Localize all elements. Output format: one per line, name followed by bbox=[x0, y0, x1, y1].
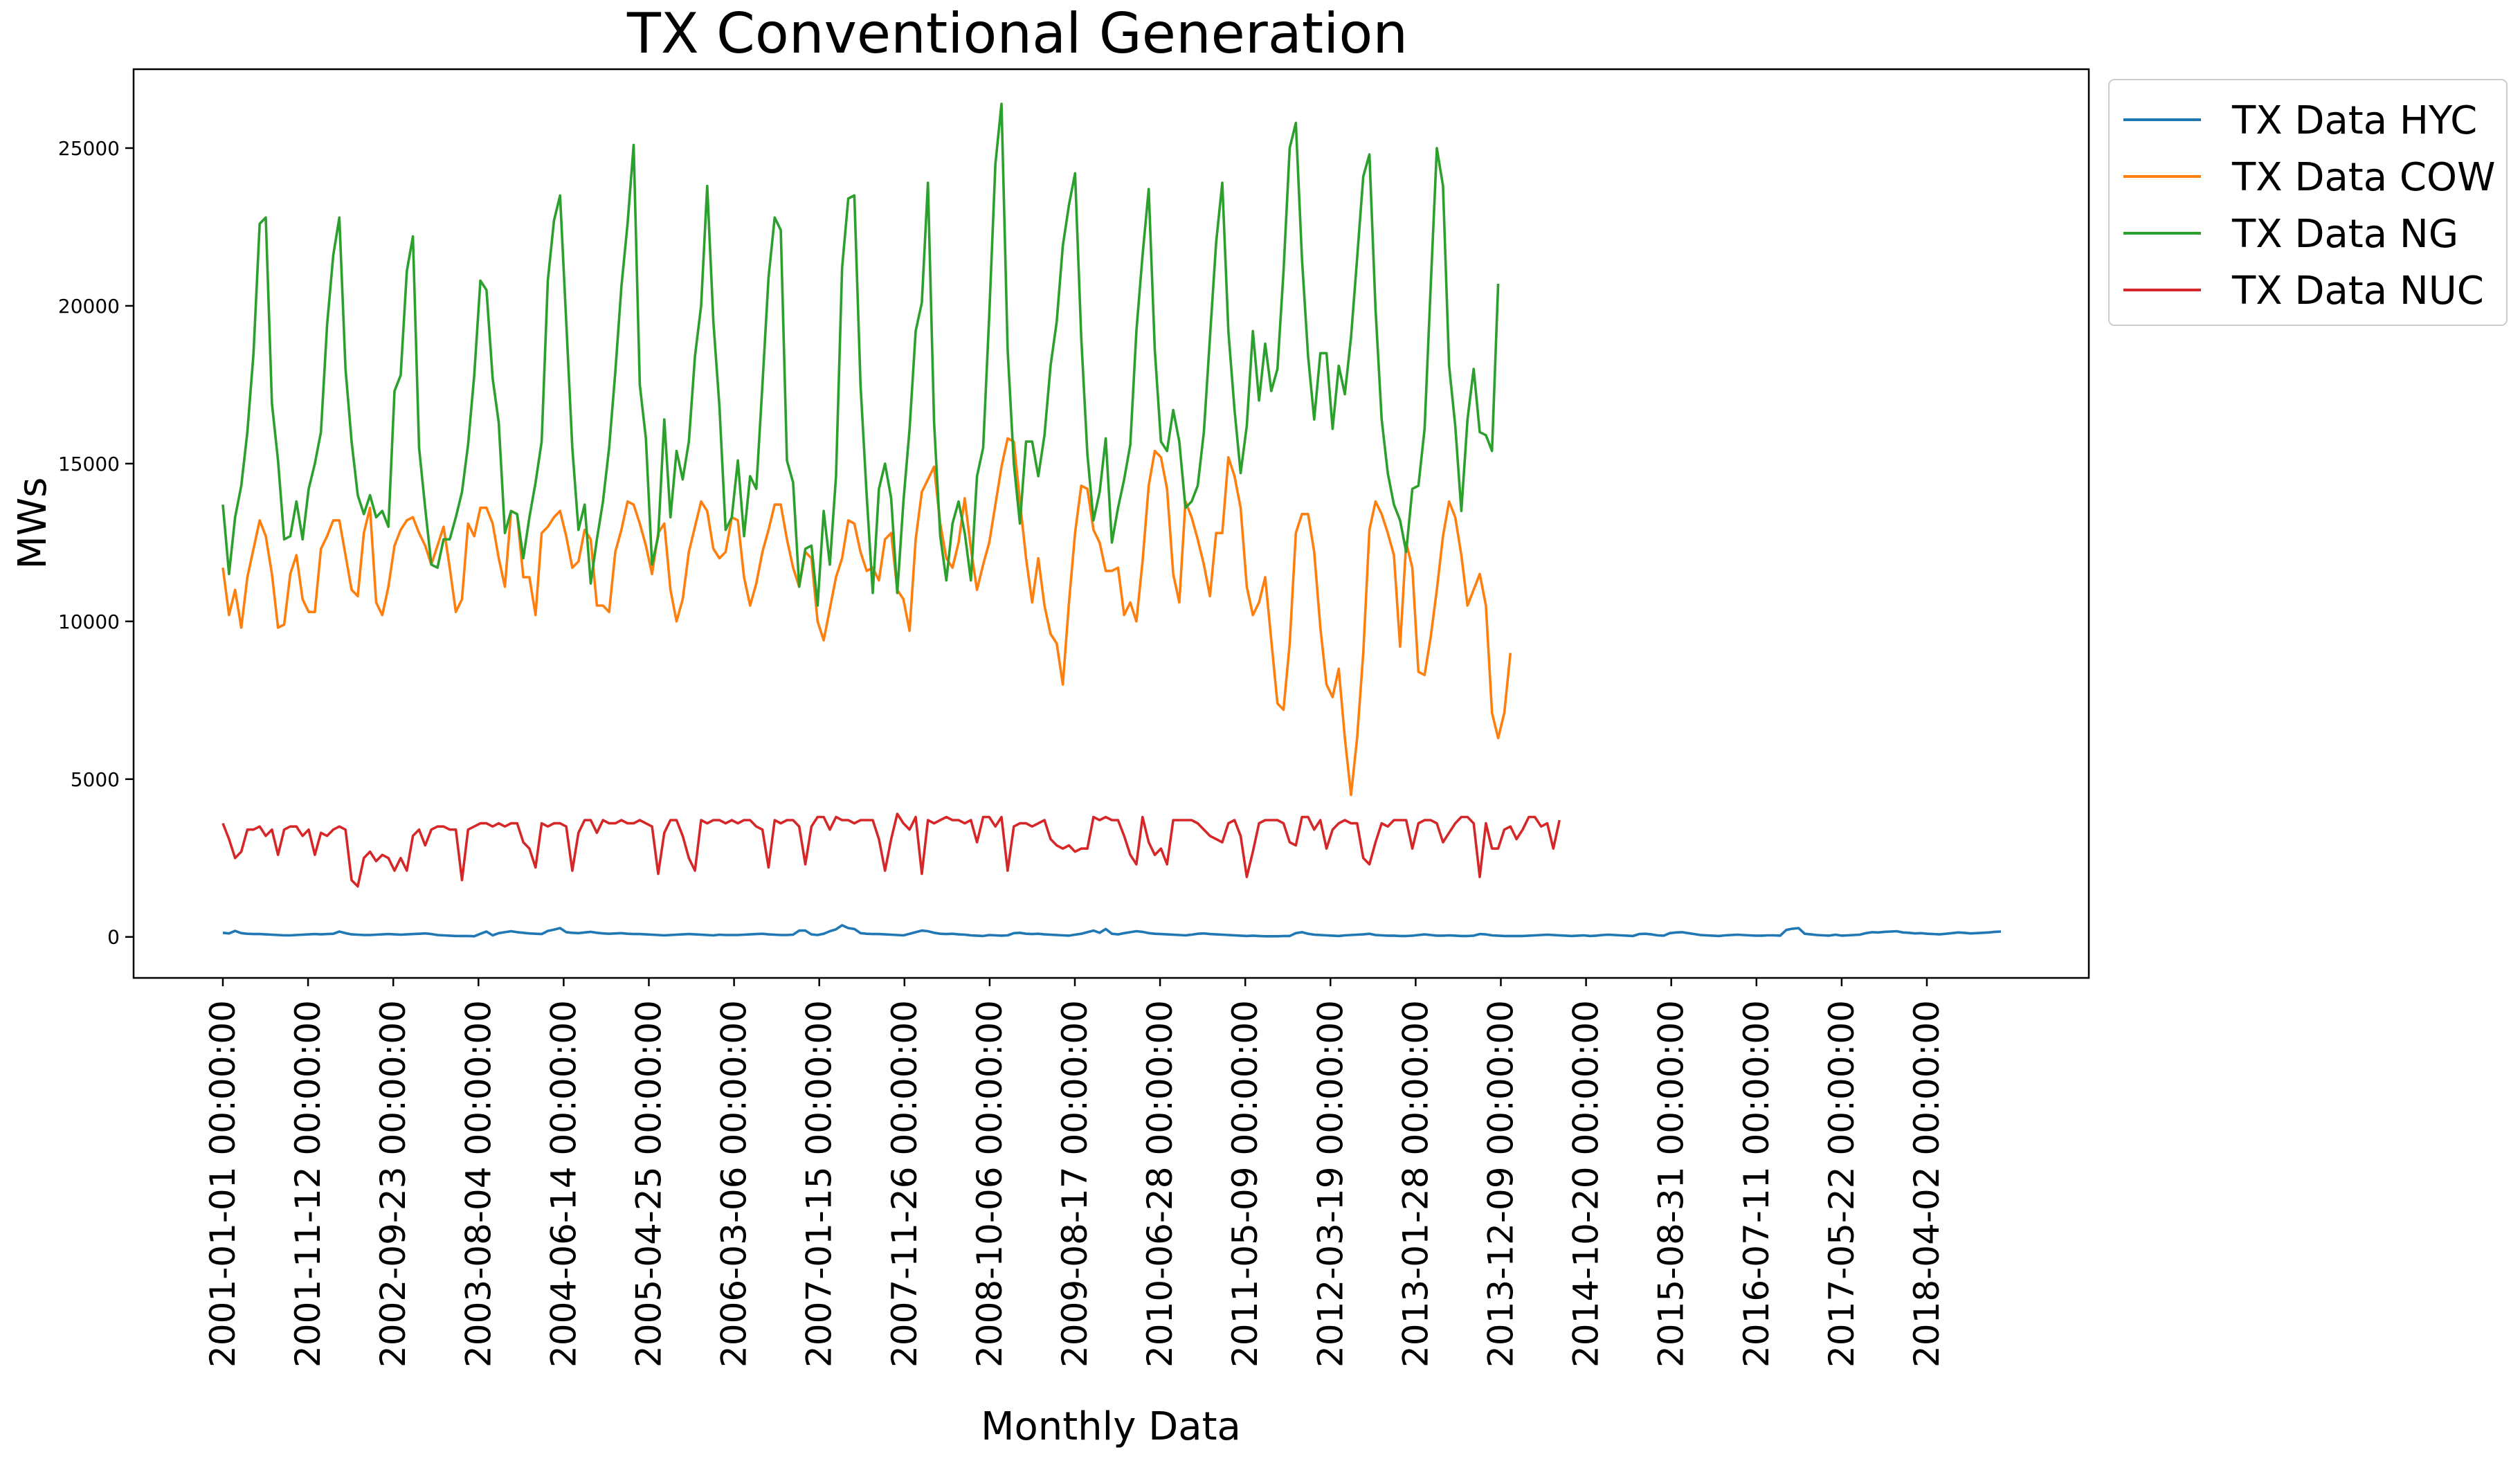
y-tick-label: 15000 bbox=[58, 453, 120, 475]
y-axis: 0 5000 10000 15000 20000 25000 bbox=[58, 137, 134, 949]
x-tick-label: 2005-04-25 00:00:00 bbox=[629, 1000, 669, 1368]
legend-label: TX Data NG bbox=[2231, 212, 2458, 257]
x-tick-label: 2013-01-28 00:00:00 bbox=[1395, 1000, 1435, 1368]
legend-label: TX Data HYC bbox=[2231, 98, 2477, 143]
x-tick-label: 2018-04-02 00:00:00 bbox=[1907, 1000, 1947, 1368]
series-line-tx-data-nuc bbox=[221, 813, 1561, 888]
x-tick-label: 2001-11-12 00:00:00 bbox=[288, 1000, 328, 1368]
x-axis-label: Monthly Data bbox=[981, 1404, 1241, 1449]
x-tick-label: 2002-09-23 00:00:00 bbox=[373, 1000, 413, 1368]
x-tick-label: 2013-12-09 00:00:00 bbox=[1481, 1000, 1521, 1368]
y-tick-label: 5000 bbox=[71, 768, 120, 791]
legend: TX Data HYC TX Data COW TX Data NG TX Data … bbox=[2108, 79, 2508, 326]
y-tick-label: 25000 bbox=[58, 137, 120, 160]
x-tick-label: 2017-05-22 00:00:00 bbox=[1822, 1000, 1862, 1368]
x-tick-label: 2004-06-14 00:00:00 bbox=[543, 1000, 583, 1368]
series-line-tx-data-hyc bbox=[222, 924, 2002, 938]
y-tick-label: 0 bbox=[107, 926, 120, 949]
x-tick-label: 2001-01-01 00:00:00 bbox=[203, 1000, 243, 1368]
x-tick-label: 2016-07-11 00:00:00 bbox=[1737, 1000, 1777, 1368]
y-axis-label: MWs bbox=[10, 478, 55, 570]
series-line-tx-data-cow bbox=[221, 437, 1512, 797]
x-tick-label: 2007-11-26 00:00:00 bbox=[885, 1000, 925, 1368]
series-line-tx-data-ng bbox=[221, 102, 1500, 607]
x-tick-label: 2014-10-20 00:00:00 bbox=[1566, 1000, 1606, 1368]
x-tick-label: 2010-06-28 00:00:00 bbox=[1140, 1000, 1180, 1368]
x-tick-label: 2006-03-06 00:00:00 bbox=[714, 1000, 754, 1368]
y-tick-label: 10000 bbox=[58, 610, 120, 633]
x-tick-label: 2009-08-17 00:00:00 bbox=[1055, 1000, 1095, 1368]
chart-title: TX Conventional Generation bbox=[626, 1, 1408, 66]
x-tick-label: 2011-05-09 00:00:00 bbox=[1225, 1000, 1265, 1368]
x-tick-label: 2012-03-19 00:00:00 bbox=[1310, 1000, 1350, 1368]
x-tick-label: 2003-08-04 00:00:00 bbox=[458, 1000, 498, 1368]
series-lines bbox=[221, 102, 2002, 938]
x-tick-label: 2015-08-31 00:00:00 bbox=[1651, 1000, 1692, 1368]
y-tick-label: 20000 bbox=[58, 295, 120, 318]
legend-label: TX Data NUC bbox=[2231, 269, 2484, 314]
x-axis: 2001-01-01 00:00:00 2001-11-12 00:00:00 20… bbox=[203, 978, 1947, 1368]
x-tick-label: 2007-01-15 00:00:00 bbox=[799, 1000, 840, 1368]
x-tick-label: 2008-10-06 00:00:00 bbox=[970, 1000, 1010, 1368]
legend-box bbox=[2108, 79, 2508, 326]
legend-label: TX Data COW bbox=[2231, 155, 2495, 200]
